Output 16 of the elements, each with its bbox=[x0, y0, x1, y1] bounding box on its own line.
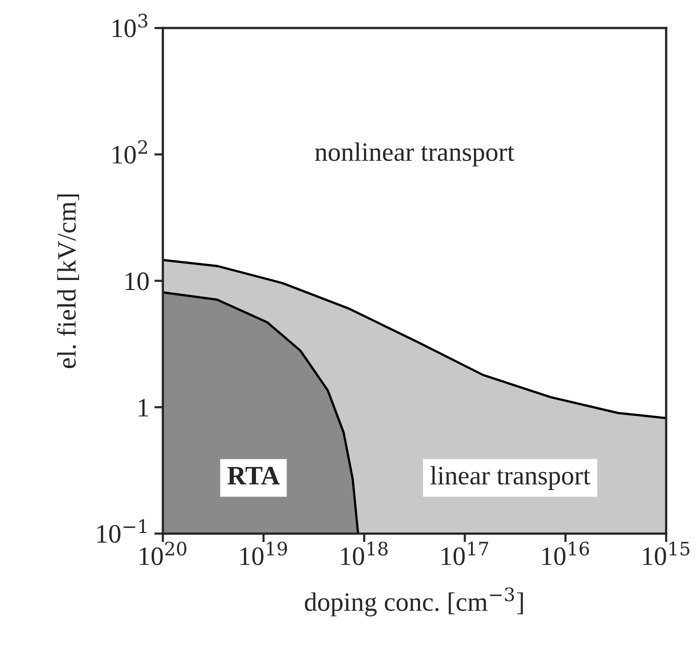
x-axis-title: doping conc. [cm$^{−3}$] bbox=[304, 587, 523, 616]
y-tick-label: 1 bbox=[138, 398, 148, 416]
x-tick-label: 10$^{19}$ bbox=[240, 542, 287, 566]
y-axis-title: el. field [kV/cm] bbox=[56, 194, 80, 368]
annotation: RTA bbox=[227, 466, 280, 484]
y-tick-label: 10$^{−1}$ bbox=[97, 519, 146, 543]
annotation: nonlinear transport bbox=[315, 142, 514, 166]
x-tick-label: 10$^{18}$ bbox=[341, 542, 388, 566]
y-tick-label: 10 bbox=[126, 272, 149, 290]
x-tick-label: 10$^{15}$ bbox=[643, 542, 690, 566]
x-tick-label: 10$^{20}$ bbox=[140, 542, 186, 566]
y-tick-label: 10$^{2}$ bbox=[112, 140, 147, 164]
x-tick-label: 10$^{16}$ bbox=[542, 542, 589, 566]
y-tick-label: 10$^{3}$ bbox=[112, 14, 148, 38]
annotation: linear transport bbox=[430, 466, 590, 490]
x-tick-label: 10$^{17}$ bbox=[442, 542, 488, 566]
